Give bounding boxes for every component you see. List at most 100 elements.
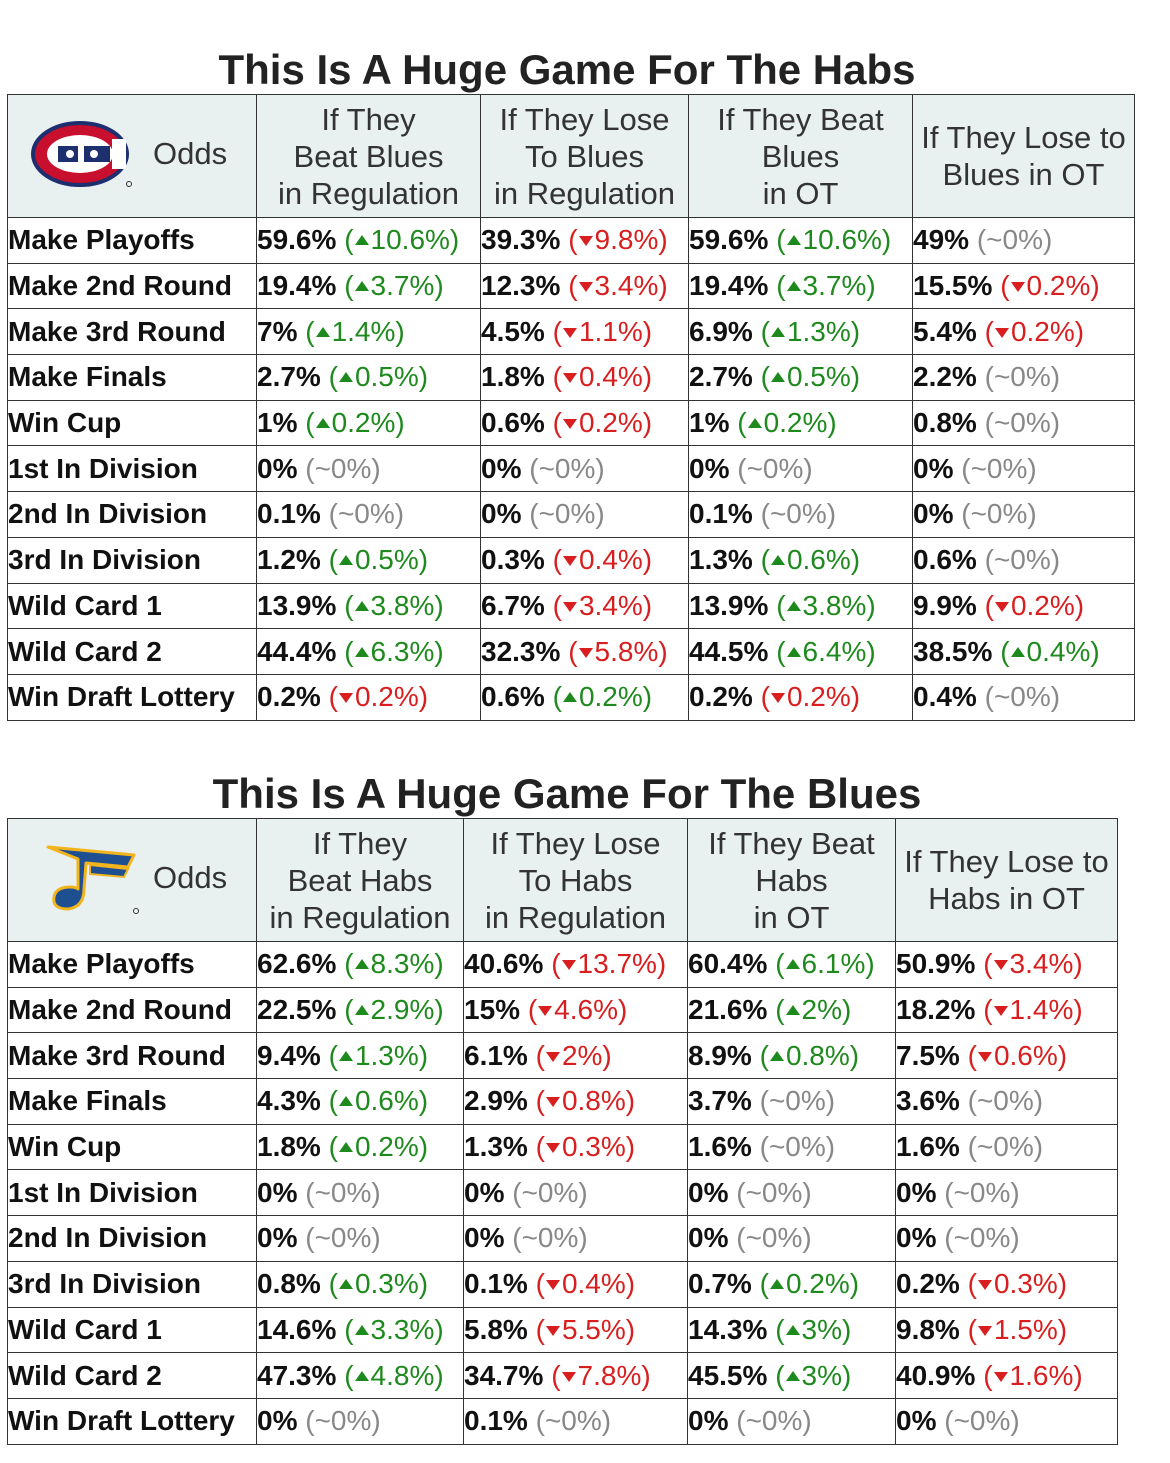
column-header: If They Beat Habs in OT: [687, 818, 896, 942]
odds-cell: 7% (1.4%): [256, 308, 481, 356]
odds-change: (1.3%): [760, 315, 861, 347]
odds-change-value: 2%: [561, 1039, 603, 1071]
column-header-line: If They Lose to: [904, 844, 1109, 879]
odds-change: (1.3%): [328, 1039, 429, 1071]
odds-change: (3.4%): [568, 270, 668, 302]
row-label: Make Finals: [7, 354, 257, 401]
triangle-up-icon: [338, 1279, 353, 1290]
odds-cell: 22.5% (2.9%): [256, 986, 464, 1034]
odds-change-value: 6.3%: [370, 635, 435, 667]
triangle-down-icon: [977, 1280, 992, 1291]
blues-corner-header: Odds: [7, 818, 257, 942]
triangle-down-icon: [977, 1051, 992, 1062]
odds-cell: 9.4% (1.3%): [256, 1032, 464, 1080]
odds-cell: 19.4% (3.7%): [688, 262, 913, 310]
odds-change-value: ~0%: [993, 544, 1051, 576]
odds-value: 13.9%: [257, 589, 337, 621]
odds-change-value: 0.3%: [354, 1268, 419, 1300]
odds-change-value: ~0%: [768, 1131, 826, 1163]
table-row: 1st In Division 0% (~0%) 0% (~0%) 0% (~0%) 0…: [7, 1169, 1118, 1217]
odds-value: 7%: [257, 315, 298, 347]
odds-change: (0.3%): [967, 1268, 1068, 1300]
odds-value: 40.9%: [896, 1359, 976, 1391]
odds-cell: 5.8% (5.5%): [463, 1306, 688, 1354]
odds-change: (0.2%): [305, 407, 405, 439]
odds-value: 1.3%: [689, 544, 753, 576]
odds-change: (0.5%): [328, 361, 429, 393]
odds-change-value: 4.6%: [554, 994, 618, 1026]
odds-cell: 0.6% (0.2%): [480, 673, 689, 721]
odds-cell: 1.3% (0.6%): [688, 536, 913, 584]
odds-change: (0.2%): [1000, 270, 1100, 302]
odds-change-value: 3.4%: [594, 270, 659, 302]
odds-change-value: 0.5%: [354, 361, 419, 393]
table-row: Win Draft Lottery 0% (~0%) 0.1% (~0%) 0% (~…: [7, 1397, 1118, 1445]
odds-change-value: 1.3%: [354, 1039, 419, 1071]
odds-cell: 2.7% (0.5%): [256, 354, 481, 401]
row-label: 1st In Division: [7, 445, 257, 493]
blues-odds-table: Odds If They Beat Habs in Regulation If The…: [7, 818, 1118, 1445]
odds-cell: 19.4% (3.7%): [256, 262, 481, 310]
odds-value: 62.6%: [257, 948, 337, 980]
odds-cell: 9.8% (1.5%): [895, 1306, 1118, 1354]
odds-cell: 1% (0.2%): [688, 399, 913, 447]
triangle-down-icon: [994, 601, 1009, 612]
odds-change-value: 0.8%: [561, 1085, 626, 1117]
odds-change: (5.8%): [568, 635, 668, 667]
odds-change: (~0%): [944, 1405, 1020, 1437]
odds-cell: 13.9% (3.8%): [688, 582, 913, 630]
odds-change: (3.4%): [983, 948, 1083, 980]
odds-change-value: ~0%: [337, 498, 395, 530]
column-header-line: in OT: [762, 175, 839, 211]
odds-value: 0.1%: [464, 1405, 528, 1437]
odds-change: (6.1%): [775, 948, 875, 980]
odds-change-value: ~0%: [953, 1176, 1011, 1208]
odds-value: 1%: [257, 407, 298, 439]
triangle-down-icon: [561, 960, 576, 971]
row-label: Wild Card 1: [7, 582, 257, 630]
odds-change-value: 0.2%: [1010, 315, 1075, 347]
triangle-up-icon: [785, 1324, 800, 1335]
habs-corner-header: Odds: [7, 94, 257, 218]
odds-cell: 0% (~0%): [688, 445, 913, 493]
odds-cell: 15% (4.6%): [463, 986, 688, 1034]
triangle-down-icon: [994, 327, 1009, 338]
odds-cell: 0% (~0%): [687, 1215, 896, 1262]
odds-cell: 12.3% (3.4%): [480, 262, 689, 310]
triangle-down-icon: [578, 236, 593, 247]
odds-value: 0.1%: [464, 1268, 528, 1300]
odds-value: 50.9%: [896, 948, 976, 980]
odds-cell: 6.1% (2%): [463, 1032, 688, 1080]
odds-cell: 0.8% (~0%): [912, 399, 1135, 447]
odds-cell: 0.6% (~0%): [912, 536, 1135, 584]
triangle-down-icon: [538, 1006, 553, 1017]
triangle-up-icon: [786, 600, 801, 611]
triangle-up-icon: [770, 555, 785, 566]
odds-change: (~0%): [759, 1131, 836, 1163]
odds-change: (~0%): [328, 498, 405, 530]
triangle-up-icon: [354, 235, 369, 246]
triangle-down-icon: [338, 693, 353, 704]
column-header-line: To Habs: [518, 862, 633, 898]
odds-cell: 34.7% (7.8%): [463, 1352, 688, 1399]
odds-change: (10.6%): [344, 224, 460, 256]
odds-change: (0.2%): [760, 681, 861, 713]
odds-change: (0.6%): [760, 544, 861, 576]
column-header-line: Beat Habs: [287, 862, 433, 898]
odds-value: 1.2%: [257, 544, 321, 576]
odds-change: (~0%): [759, 1085, 836, 1117]
odds-change: (~0%): [961, 498, 1037, 530]
row-label: Win Cup: [7, 399, 257, 447]
odds-cell: 6.7% (3.4%): [480, 582, 689, 630]
odds-value: 59.6%: [257, 224, 337, 256]
blues-odds-label: Odds: [153, 860, 228, 895]
odds-change-value: ~0%: [768, 1085, 826, 1117]
odds-cell: 0.1% (0.4%): [463, 1260, 688, 1308]
table-row: Wild Card 1 13.9% (3.8%) 6.7% (3.4%) 13.9% …: [7, 582, 1135, 630]
odds-change: (6.3%): [344, 635, 444, 667]
column-header-line: If They Beat: [717, 101, 884, 137]
triangle-down-icon: [1010, 282, 1025, 293]
odds-change: (0.4%): [1000, 635, 1100, 667]
odds-value: 0.1%: [257, 498, 321, 530]
odds-change: (4.8%): [344, 1359, 444, 1391]
